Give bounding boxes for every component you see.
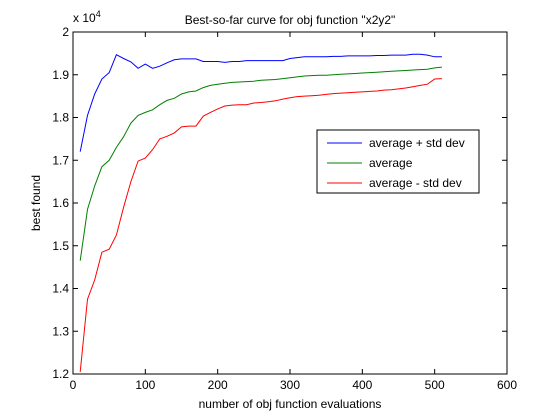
x-tick-label: 500: [425, 378, 445, 392]
plot-area: [72, 31, 508, 375]
legend: average + std dev average average - std de…: [316, 129, 480, 194]
x-tick-label: 600: [497, 378, 517, 392]
series-line-2: [79, 66, 442, 261]
x-tick-label: 300: [280, 378, 300, 392]
chart-title: Best-so-far curve for obj function "x2y2…: [185, 13, 396, 27]
series-line-1: [79, 53, 442, 152]
y-tick-label: 1.6: [52, 196, 69, 210]
y-tick-label: 1.7: [52, 153, 69, 167]
legend-label: average + std dev: [369, 136, 465, 150]
y-tick-label: 1.2: [52, 367, 69, 381]
y-tick-label: 2: [62, 25, 69, 39]
x-axis-label: number of obj function evaluations: [199, 397, 382, 411]
legend-label: average: [369, 156, 413, 170]
y-tick-label: 1.4: [52, 282, 69, 296]
x-tick-label: 200: [208, 378, 228, 392]
series-line-3: [79, 78, 442, 372]
axis-ticks: 0 100 200 300 400 500 600 1.2 1.3 1.4 1.5 1.6 1.7 1.8…: [52, 25, 517, 392]
x-tick-label: 0: [70, 378, 77, 392]
y-multiplier-label: x 104: [73, 9, 101, 25]
series-lines: [79, 53, 442, 372]
y-multiplier-exponent: 4: [96, 9, 101, 19]
y-tick-label: 1.3: [52, 324, 69, 338]
x-tick-label: 100: [135, 378, 155, 392]
y-axis-label: best found: [29, 175, 43, 231]
y-tick-label: 1.9: [52, 68, 69, 82]
y-tick-label: 1.5: [52, 239, 69, 253]
y-tick-label: 1.8: [52, 111, 69, 125]
x-tick-label: 400: [352, 378, 372, 392]
y-multiplier-base: x 10: [73, 11, 96, 25]
legend-label: average - std dev: [369, 176, 462, 190]
